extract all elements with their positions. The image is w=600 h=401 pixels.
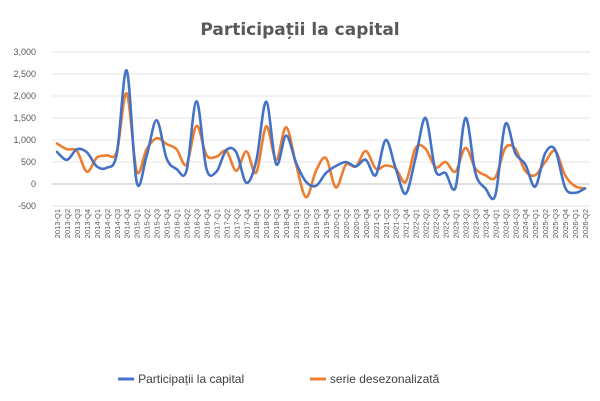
- x-tick-label: 2020-Q2: [342, 209, 351, 238]
- x-axis-ticks: 2013-Q1 2013-Q2 2013-Q3 2013-Q4 2014-Q1 2014-…: [53, 209, 590, 238]
- x-tick-label: 2017-Q4: [242, 209, 251, 238]
- x-tick-label: 2016-Q3: [192, 209, 201, 238]
- x-tick-label: 2018-Q4: [282, 209, 291, 238]
- x-tick-label: 2017-Q1: [212, 209, 221, 238]
- x-tick-label: 2015-Q4: [163, 209, 172, 238]
- legend-label: Participații la capital: [138, 372, 244, 386]
- x-tick-label: 2013-Q4: [83, 209, 92, 238]
- x-tick-label: 2021-Q2: [382, 209, 391, 238]
- x-tick-label: 2023-Q2: [461, 209, 470, 238]
- x-tick-label: 2019-Q4: [322, 209, 331, 238]
- x-tick-label: 2016-Q2: [183, 209, 192, 238]
- x-tick-label: 2017-Q3: [232, 209, 241, 238]
- series-lines: [55, 69, 587, 201]
- x-tick-label: 2016-Q1: [173, 209, 182, 238]
- x-tick-label: 2024-Q2: [501, 209, 510, 238]
- x-tick-label: 2022-Q4: [442, 209, 451, 238]
- x-tick-label: 2017-Q2: [222, 209, 231, 238]
- y-tick-label: 2,500: [13, 69, 36, 79]
- x-tick-label: 2014-Q2: [103, 209, 112, 238]
- x-tick-label: 2021-Q4: [402, 209, 411, 238]
- x-tick-label: 2014-Q4: [123, 209, 132, 238]
- x-tick-label: 2026-Q2: [581, 209, 590, 238]
- x-tick-label: 2018-Q2: [262, 209, 271, 238]
- x-tick-label: 2013-Q2: [63, 209, 72, 238]
- y-tick-label: 1,000: [13, 135, 36, 145]
- x-tick-label: 2018-Q1: [252, 209, 261, 238]
- x-tick-label: 2019-Q3: [312, 209, 321, 238]
- chart-title: Participații la capital: [200, 20, 399, 40]
- x-tick-label: 2024-Q1: [491, 209, 500, 238]
- x-tick-label: 2015-Q1: [133, 209, 142, 238]
- x-tick-label: 2023-Q4: [481, 209, 490, 238]
- y-axis-ticks: 3,000 2,500 2,000 1,500 1,000 500 0 -500: [13, 47, 36, 211]
- legend-label: serie desezonalizată: [330, 372, 440, 386]
- x-tick-label: 2020-Q3: [352, 209, 361, 238]
- x-tick-label: 2018-Q3: [272, 209, 281, 238]
- y-tick-label: 0: [31, 179, 36, 189]
- y-tick-label: 3,000: [13, 47, 36, 57]
- x-tick-label: 2022-Q2: [422, 209, 431, 238]
- x-tick-label: 2014-Q1: [93, 209, 102, 238]
- x-tick-label: 2025-Q1: [531, 209, 540, 238]
- x-tick-label: 2015-Q2: [143, 209, 152, 238]
- x-tick-label: 2013-Q1: [53, 209, 62, 238]
- x-tick-label: 2023-Q1: [452, 209, 461, 238]
- x-tick-label: 2022-Q3: [432, 209, 441, 238]
- y-tick-label: 2,000: [13, 91, 36, 101]
- x-tick-label: 2016-Q4: [202, 209, 211, 238]
- y-tick-label: 1,500: [13, 113, 36, 123]
- legend: Participații la capital serie desezonaliz…: [118, 372, 440, 386]
- x-tick-label: 2025-Q3: [551, 209, 560, 238]
- series-line-1: [55, 69, 587, 201]
- x-tick-label: 2019-Q1: [292, 209, 301, 238]
- y-tick-label: 500: [21, 157, 36, 167]
- x-tick-label: 2014-Q3: [113, 209, 122, 238]
- series-line-2: [55, 92, 587, 199]
- x-tick-label: 2022-Q1: [412, 209, 421, 238]
- x-tick-label: 2020-Q1: [332, 209, 341, 238]
- x-tick-label: 2013-Q3: [73, 209, 82, 238]
- x-tick-label: 2026-Q1: [571, 209, 580, 238]
- x-tick-label: 2015-Q3: [153, 209, 162, 238]
- x-tick-label: 2023-Q3: [471, 209, 480, 238]
- x-tick-label: 2024-Q4: [521, 209, 530, 238]
- x-tick-label: 2025-Q2: [541, 209, 550, 238]
- x-tick-label: 2020-Q4: [362, 209, 371, 238]
- y-tick-label: -500: [18, 201, 36, 211]
- x-tick-label: 2019-Q2: [302, 209, 311, 238]
- x-tick-label: 2024-Q3: [511, 209, 520, 238]
- x-tick-label: 2021-Q3: [392, 209, 401, 238]
- x-tick-label: 2021-Q1: [372, 209, 381, 238]
- x-tick-label: 2025-Q4: [561, 209, 570, 238]
